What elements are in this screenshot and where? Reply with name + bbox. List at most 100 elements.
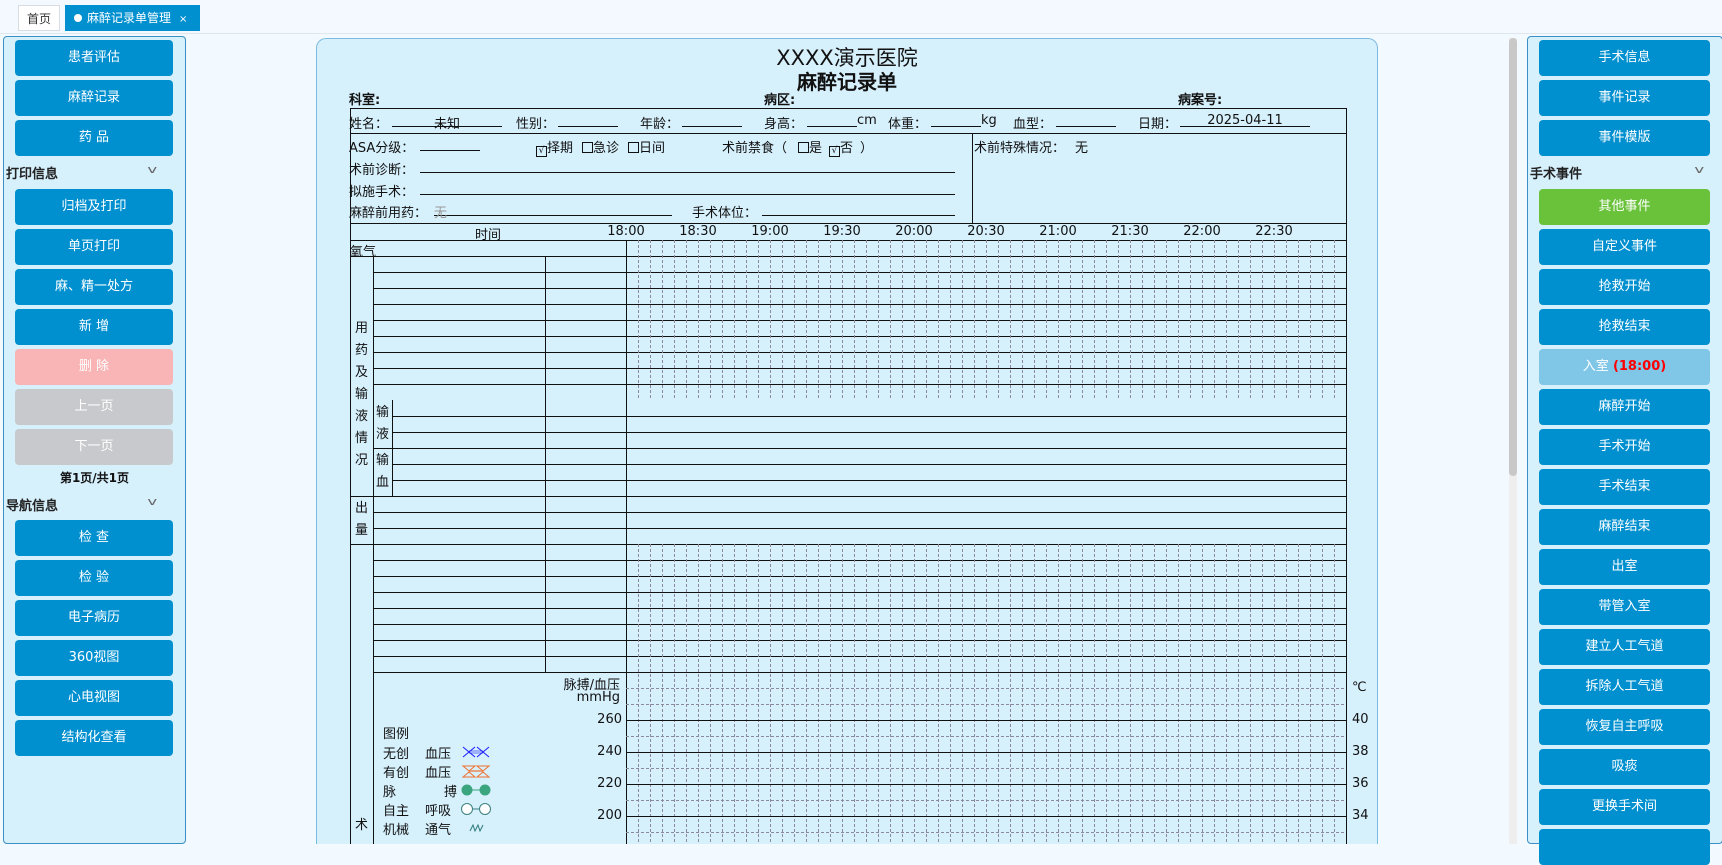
event-button[interactable]: 建立人工气道 [1539, 629, 1710, 665]
dept-label: 科室: [349, 93, 381, 108]
button-label: 归档及打印 [61, 199, 127, 214]
time-label: 时间 [474, 228, 501, 243]
sex-field[interactable] [558, 113, 618, 127]
event-button[interactable]: 手术结束 [1539, 469, 1710, 505]
event-button[interactable]: 手术开始 [1539, 429, 1710, 465]
print-button[interactable]: 归档及打印 [15, 189, 173, 225]
bp-unit: mmHg [576, 690, 620, 705]
chevron-down-icon[interactable]: v [147, 495, 158, 508]
button-label: 电子病历 [67, 610, 120, 625]
height-field[interactable] [807, 113, 857, 127]
print-button[interactable]: 上一页 [15, 389, 173, 425]
time-tick: 18:30 [679, 224, 717, 239]
event-button[interactable]: 抢救开始 [1539, 269, 1710, 305]
asa-field[interactable] [420, 137, 480, 151]
transfusion-label: 输血 [375, 453, 389, 490]
nav-button[interactable]: 心电视图 [15, 680, 173, 716]
button-label: 事件模版 [1598, 130, 1651, 145]
planned-surgery-label: 拟施手术： [349, 185, 415, 200]
section-surgery-events[interactable]: 手术事件 [1530, 167, 1583, 182]
print-button[interactable]: 下一页 [15, 429, 173, 465]
event-button[interactable]: 吸痰 [1539, 749, 1710, 785]
age-field[interactable] [682, 113, 742, 127]
event-button[interactable]: 更换手术间 [1539, 789, 1710, 825]
premedication-field[interactable]: 无 [434, 202, 672, 221]
nav-button[interactable]: 检 查 [15, 520, 173, 556]
button-label: 检 查 [78, 530, 110, 545]
checkbox-daytime[interactable]: 日间 [628, 137, 665, 156]
button-label: 单页打印 [67, 239, 120, 254]
chevron-down-icon[interactable]: v [147, 163, 158, 176]
button-label: 麻、精一处方 [54, 279, 133, 294]
nav-button[interactable]: 360视图 [15, 640, 173, 676]
scrollbar-thumb[interactable] [1509, 38, 1517, 476]
nav-button[interactable]: 电子病历 [15, 600, 173, 636]
bp-tick: 200 [597, 808, 622, 823]
button-label: 其他事件 [1598, 199, 1651, 214]
close-icon[interactable]: × [179, 14, 188, 25]
event-button[interactable]: 抢救结束 [1539, 309, 1710, 345]
tab-anesthesia-record[interactable]: 麻醉记录单管理 × [65, 5, 200, 31]
event-button[interactable]: 其他事件 [1539, 189, 1710, 225]
right-button[interactable]: 事件模版 [1539, 120, 1710, 156]
sex-label: 性别： [516, 117, 556, 132]
left-button[interactable]: 麻醉记录 [15, 80, 173, 116]
planned-surgery-field[interactable] [420, 181, 955, 195]
print-button[interactable]: 麻、精一处方 [15, 269, 173, 305]
oxygen-label: 氧气 [350, 245, 377, 260]
diagnosis-field[interactable] [420, 159, 955, 173]
tab-home[interactable]: 首页 [18, 5, 60, 31]
active-dot-icon [74, 14, 82, 22]
weight-unit: kg [981, 113, 997, 128]
event-button[interactable]: 带管入室 [1539, 589, 1710, 625]
event-button[interactable]: 拆除人工气道 [1539, 669, 1710, 705]
section-print-info[interactable]: 打印信息 [6, 167, 59, 182]
left-button[interactable]: 患者评估 [15, 40, 173, 76]
position-field[interactable] [762, 202, 955, 216]
print-button[interactable]: 单页打印 [15, 229, 173, 265]
page-info: 第1页/共1页 [59, 471, 130, 485]
print-button[interactable]: 删 除 [15, 349, 173, 385]
legend-item: 机械 通气 [383, 819, 491, 838]
nav-button[interactable]: 检 验 [15, 560, 173, 596]
button-label: 抢救开始 [1598, 279, 1651, 294]
event-button[interactable]: 麻醉结束 [1539, 509, 1710, 545]
button-label: 手术信息 [1598, 50, 1651, 65]
legend-label: 无创 [383, 747, 410, 762]
print-button[interactable]: 新 增 [15, 309, 173, 345]
checkbox-elective[interactable]: √ 择期 [536, 137, 573, 157]
event-button[interactable]: 自定义事件 [1539, 229, 1710, 265]
special-condition-value[interactable]: 无 [1075, 141, 1089, 156]
weight-field[interactable] [931, 113, 981, 127]
button-label: 麻醉开始 [1598, 399, 1651, 414]
checkbox-fasting-no[interactable]: √ 否 [829, 137, 853, 157]
legend-item: 无创 血压 [383, 743, 491, 762]
temp-tick: 40 [1352, 712, 1369, 727]
event-button[interactable]: 麻醉开始 [1539, 389, 1710, 425]
right-button[interactable]: 事件记录 [1539, 80, 1710, 116]
checkbox-fasting-yes[interactable]: 是 [798, 137, 822, 156]
nav-button[interactable]: 结构化查看 [15, 720, 173, 756]
event-button[interactable]: 出室 [1539, 549, 1710, 585]
bp-axis-label: 脉搏/血压 [563, 678, 620, 693]
date-field[interactable]: 2025-04-11 [1180, 113, 1310, 128]
checkbox-checked-icon: √ [829, 146, 840, 157]
left-button[interactable]: 药 品 [15, 120, 173, 156]
right-button[interactable]: 手术信息 [1539, 40, 1710, 76]
time-tick: 19:00 [751, 224, 789, 239]
time-tick: 19:30 [823, 224, 861, 239]
legend-item: 自主 呼吸 [383, 800, 491, 819]
name-field[interactable]: 未知 [392, 113, 502, 132]
event-button[interactable]: 恢复自主呼吸 [1539, 709, 1710, 745]
chevron-down-icon[interactable]: v [1694, 163, 1705, 176]
section-nav-info[interactable]: 导航信息 [6, 499, 59, 514]
checkbox-emergency[interactable]: 急诊 [582, 137, 619, 156]
button-label: 自定义事件 [1591, 239, 1657, 254]
weight-label: 体重： [888, 117, 928, 132]
event-button-room-in[interactable]: 入室 (18:00) [1539, 349, 1710, 385]
blood-type-field[interactable] [1056, 113, 1116, 127]
bp-tick: 220 [597, 776, 622, 791]
special-condition-label: 术前特殊情况： [974, 141, 1066, 156]
noninvasive-bp-icon [462, 746, 490, 758]
button-label: 更换手术间 [1591, 799, 1657, 814]
